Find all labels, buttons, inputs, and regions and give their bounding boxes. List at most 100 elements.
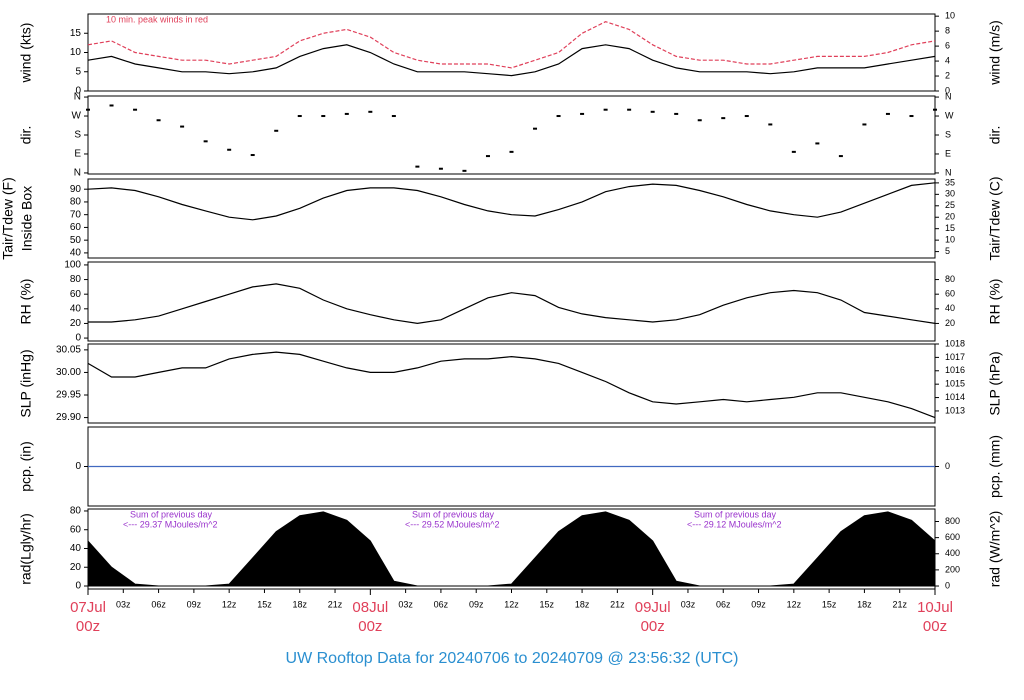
- x-tick-label: 03z: [398, 599, 413, 609]
- y-axis-label: wind (kts): [18, 23, 34, 84]
- y-axis-label: rad(Lgly/hr): [18, 513, 34, 585]
- y2-tick-label: 35: [945, 177, 955, 187]
- y2-tick-label: 15: [945, 223, 955, 233]
- y2-tick-label: 1014: [945, 392, 965, 402]
- series-line: [87, 44, 936, 77]
- day-tick-label: 00z: [76, 618, 100, 635]
- x-tick-label: 12z: [222, 599, 237, 609]
- dir-point: [791, 150, 796, 153]
- y-tick-label: W: [72, 111, 82, 122]
- y-tick-label: N: [74, 92, 81, 103]
- y2-axis-label: Tair/Tdew (C): [987, 176, 1003, 260]
- y-tick-label: 29.95: [56, 390, 81, 401]
- y-axis-label: Inside Box: [19, 186, 35, 251]
- dir-point: [838, 155, 843, 158]
- y-tick-label: 29.90: [56, 412, 81, 423]
- y2-tick-label: 1016: [945, 365, 965, 375]
- dir-point: [297, 115, 302, 118]
- y-tick-label: 60: [70, 222, 82, 233]
- y-tick-label: 0: [75, 461, 81, 472]
- panel-frame: [87, 261, 936, 342]
- y2-tick-label: 1015: [945, 379, 965, 389]
- dir-point: [203, 140, 208, 143]
- dir-point: [650, 110, 655, 113]
- y-tick-label: 0: [75, 333, 81, 344]
- y2-tick-label: 6: [945, 40, 950, 50]
- dir-point: [885, 112, 890, 115]
- dir-point: [603, 108, 608, 111]
- y2-tick-label: 20: [945, 318, 955, 328]
- dir-point: [391, 115, 396, 118]
- y-tick-label: 90: [70, 184, 82, 195]
- y2-tick-label: 10: [945, 11, 955, 21]
- series-line: [87, 21, 936, 69]
- radiation-area: [87, 511, 936, 587]
- annotation: Sum of previous day: [130, 509, 213, 519]
- y2-tick-label: E: [945, 148, 951, 158]
- dir-point: [156, 119, 161, 122]
- y2-tick-label: 1018: [945, 338, 965, 348]
- y-axis-label: SLP (inHg): [18, 349, 34, 417]
- annotation: <--- 29.37 MJoules/m^2: [123, 519, 218, 529]
- y2-tick-label: 4: [945, 55, 950, 65]
- day-tick-label: 07Jul: [70, 599, 106, 616]
- day-tick-label: 00z: [923, 618, 947, 635]
- dir-point: [909, 115, 914, 118]
- dir-point: [86, 108, 90, 111]
- y-tick-label: 60: [70, 524, 82, 535]
- y2-tick-label: 200: [945, 564, 960, 574]
- annotation: Sum of previous day: [412, 509, 495, 519]
- x-tick-label: 06z: [151, 599, 166, 609]
- y2-axis-label: dir.: [987, 126, 1003, 145]
- dir-point: [768, 123, 773, 126]
- dir-point: [533, 127, 538, 130]
- y-tick-label: 40: [70, 543, 82, 554]
- day-tick-label: 09Jul: [635, 599, 671, 616]
- series-line: [87, 351, 936, 419]
- y2-tick-label: S: [945, 129, 951, 139]
- dir-point: [462, 169, 467, 172]
- y-tick-label: 70: [70, 209, 82, 220]
- y-tick-label: 50: [70, 235, 82, 246]
- y-tick-label: E: [74, 149, 81, 160]
- x-tick-label: 06z: [434, 599, 449, 609]
- y-tick-label: 40: [70, 248, 82, 259]
- dir-point: [368, 110, 373, 113]
- y2-axis-label: wind (m/s): [987, 20, 1003, 86]
- y2-tick-label: 10: [945, 235, 955, 245]
- annotation: 10 min. peak winds in red: [106, 14, 208, 24]
- y2-axis-label: RH (%): [987, 279, 1003, 325]
- y-tick-label: S: [74, 130, 81, 141]
- dir-point: [744, 115, 749, 118]
- y2-axis-label: rad (W/m^2): [987, 511, 1003, 588]
- y2-tick-label: 0: [945, 461, 950, 471]
- dir-point: [485, 155, 490, 158]
- x-tick-label: 09z: [187, 599, 202, 609]
- x-tick-label: 18z: [857, 599, 872, 609]
- dir-point: [862, 123, 867, 126]
- x-tick-label: 15z: [822, 599, 837, 609]
- panel-frame: [87, 343, 936, 424]
- dir-point: [815, 142, 820, 145]
- x-tick-label: 12z: [787, 599, 802, 609]
- x-tick-label: 21z: [892, 599, 907, 609]
- y2-tick-label: 30: [945, 189, 955, 199]
- y-tick-label: 10: [70, 47, 82, 58]
- y2-tick-label: 1013: [945, 405, 965, 415]
- dir-point: [697, 119, 702, 122]
- y-axis-label: Tair/Tdew (F): [0, 177, 16, 259]
- x-tick-label: 15z: [540, 599, 555, 609]
- y-tick-label: 15: [70, 28, 82, 39]
- y-tick-label: 20: [70, 562, 82, 573]
- y2-axis-label: pcp. (mm): [987, 435, 1003, 498]
- x-tick-label: 21z: [610, 599, 625, 609]
- dir-point: [627, 108, 632, 111]
- x-tick-label: 21z: [328, 599, 343, 609]
- y-tick-label: 5: [75, 66, 81, 77]
- dir-point: [227, 148, 232, 151]
- y2-tick-label: 0: [945, 580, 950, 590]
- y2-tick-label: 1017: [945, 352, 965, 362]
- dir-point: [674, 112, 679, 115]
- y-tick-label: 80: [70, 274, 82, 285]
